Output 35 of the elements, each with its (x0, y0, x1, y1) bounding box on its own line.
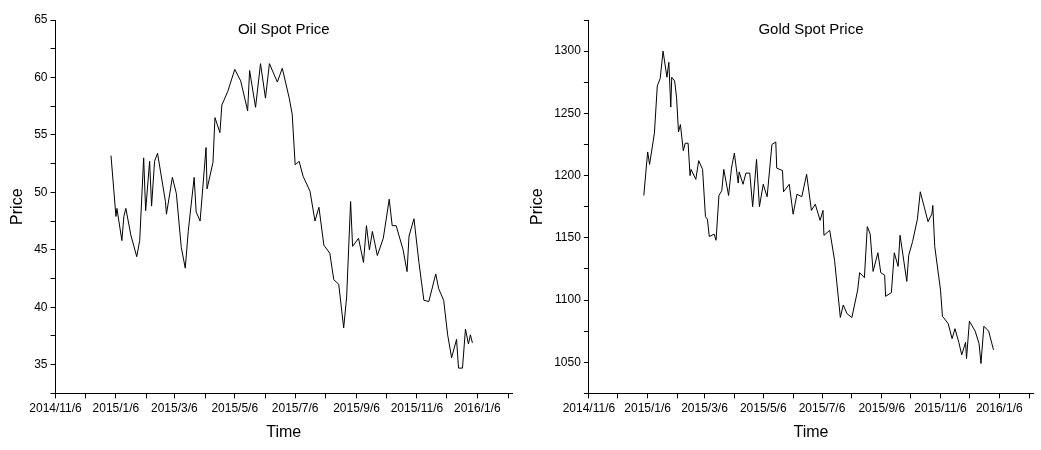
y-tick-label: 1100 (555, 292, 582, 307)
x-tick-label: 2015/3/6 (151, 400, 199, 415)
y-tick-label: 40 (34, 299, 48, 314)
y-tick-label: 55 (34, 127, 48, 142)
x-tick-label: 2015/11/6 (390, 400, 444, 415)
x-tick-label: 2015/9/6 (333, 400, 381, 415)
y-tick-label: 60 (34, 69, 48, 84)
x-tick-label: 2015/3/6 (681, 400, 729, 415)
x-tick-label: 2015/1/6 (92, 400, 140, 415)
x-tick-label: 2014/11/6 (29, 400, 83, 415)
chart-title: Gold Spot Price (758, 19, 864, 37)
x-tick-label: 2015/9/6 (858, 400, 906, 415)
y-tick-label: 1250 (554, 105, 582, 120)
x-axis-title: Time (793, 422, 829, 440)
y-tick-label: 65 (34, 12, 48, 27)
y-tick-label: 1150 (555, 230, 582, 245)
y-tick-label: 1050 (554, 354, 582, 369)
x-tick-label: 2015/7/6 (271, 400, 319, 415)
x-tick-label: 2014/11/6 (562, 400, 616, 415)
y-axis-title: Price (528, 188, 546, 225)
x-tick-label: 2015/1/6 (624, 400, 672, 415)
x-tick-label: 2016/1/6 (453, 400, 502, 415)
x-tick-label: 2015/7/6 (798, 400, 846, 415)
y-tick-label: 45 (34, 242, 48, 257)
y-tick-label: 35 (34, 356, 48, 371)
y-tick-label: 1300 (554, 43, 582, 58)
x-tick-label: 2015/5/6 (211, 400, 259, 415)
y-tick-label: 50 (34, 184, 48, 199)
x-axis-title: Time (266, 422, 302, 440)
y-tick-label: 1200 (554, 167, 582, 182)
x-tick-label: 2015/11/6 (914, 400, 968, 415)
x-tick-label: 2016/1/6 (975, 400, 1023, 415)
y-axis-title: Price (8, 188, 26, 225)
x-tick-label: 2015/5/6 (739, 400, 787, 415)
chart-title: Oil Spot Price (237, 19, 330, 37)
